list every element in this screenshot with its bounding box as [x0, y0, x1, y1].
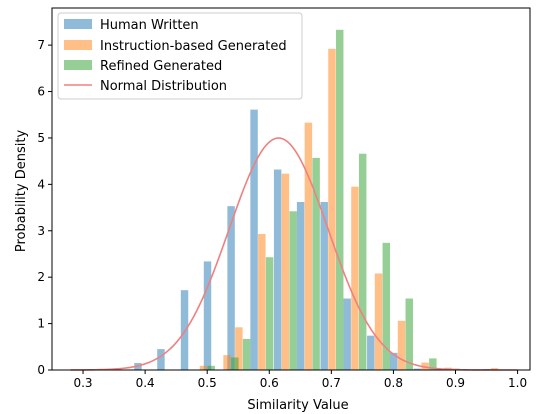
y-tick-label-0: 0	[37, 363, 45, 377]
bar-series-0-bin-6	[273, 169, 282, 370]
legend-label-1: Instruction-based Generated	[100, 39, 287, 54]
y-tick-label-6: 6	[37, 85, 45, 99]
x-axis-label: Similarity Value	[247, 398, 348, 413]
x-tick-label-4: 0.7	[322, 376, 341, 390]
bar-series-0-bin-1	[157, 349, 165, 370]
bar-series-0-bin-11	[390, 352, 398, 370]
y-axis-label: Probability Density	[14, 130, 29, 253]
legend-swatch-2	[64, 60, 92, 70]
bar-series-0-bin-10	[367, 335, 375, 370]
bar-series-1-bin-5	[304, 122, 313, 370]
series-0-bars	[134, 109, 491, 370]
legend-label-2: Refined Generated	[100, 59, 222, 74]
bar-series-2-bin-4	[289, 211, 297, 370]
bar-series-2-bin-3	[265, 257, 274, 370]
x-tick-label-3: 0.6	[260, 376, 279, 390]
y-tick-label-1: 1	[37, 317, 45, 331]
y-tick-label-4: 4	[37, 177, 45, 191]
legend-box	[57, 12, 303, 100]
y-tick-label-3: 3	[37, 224, 45, 238]
bar-series-1-bin-6	[328, 48, 336, 371]
x-tick-label-5: 0.8	[384, 376, 403, 390]
plot-frame	[51, 7, 531, 371]
bar-series-0-bin-9	[343, 298, 351, 370]
legend-swatch-1	[64, 40, 92, 50]
bar-series-0-bin-8	[320, 201, 328, 370]
bar-series-0-bin-3	[203, 261, 212, 370]
x-tick-label-1: 0.4	[136, 376, 155, 390]
x-tick-label-0: 0.3	[73, 376, 92, 390]
bar-series-1-bin-1	[223, 355, 231, 370]
y-tick-label-7: 7	[37, 38, 45, 52]
x-tick-label-2: 0.5	[198, 376, 217, 390]
x-tick-label-7: 1.0	[508, 376, 527, 390]
legend: Human Written Instruction-based Generated…	[57, 12, 303, 100]
normal-distribution-curve	[70, 137, 518, 371]
bar-series-2-bin-9	[405, 298, 413, 370]
bar-series-2-bin-10	[429, 358, 437, 370]
x-tick-label-6: 0.9	[446, 376, 465, 390]
histogram-bars	[134, 29, 499, 371]
axes: 0.3 0.4 0.5 0.6 0.7 0.8 0.9 1.0 0 1 2 3 4 5 6 7 Similari…	[14, 7, 531, 413]
bar-series-1-bin-7	[351, 186, 359, 370]
bar-series-2-bin-2	[242, 338, 251, 370]
bar-series-0-bin-12	[413, 368, 422, 370]
bar-series-2-bin-5	[312, 157, 320, 370]
bar-series-1-bin-8	[374, 273, 383, 370]
bar-series-1-bin-0	[199, 365, 208, 370]
series-2-bars	[207, 29, 460, 371]
bar-series-0-bin-4	[227, 206, 235, 370]
legend-swatch-0	[64, 19, 92, 29]
bar-series-2-bin-7	[358, 153, 367, 370]
bar-series-0-bin-7	[296, 201, 305, 370]
series-1-bars	[199, 48, 499, 371]
bar-series-0-bin-5	[250, 109, 258, 370]
bar-series-2-bin-1	[231, 357, 239, 370]
bar-series-0-bin-2	[180, 290, 189, 370]
y-tick-label-5: 5	[37, 131, 45, 145]
bar-series-2-bin-8	[382, 242, 391, 370]
legend-label-normal: Normal Distribution	[100, 79, 227, 94]
legend-label-0: Human Written	[100, 18, 199, 33]
bar-series-1-bin-4	[281, 173, 290, 370]
bar-series-2-bin-0	[207, 365, 215, 370]
bar-series-1-bin-2	[235, 327, 243, 370]
bar-series-1-bin-9	[397, 320, 406, 370]
bar-series-1-bin-3	[258, 234, 266, 370]
normal-curve-layer	[70, 137, 518, 371]
bar-series-2-bin-6	[336, 29, 344, 371]
bar-series-1-bin-12	[490, 368, 499, 370]
y-tick-label-2: 2	[37, 270, 45, 284]
